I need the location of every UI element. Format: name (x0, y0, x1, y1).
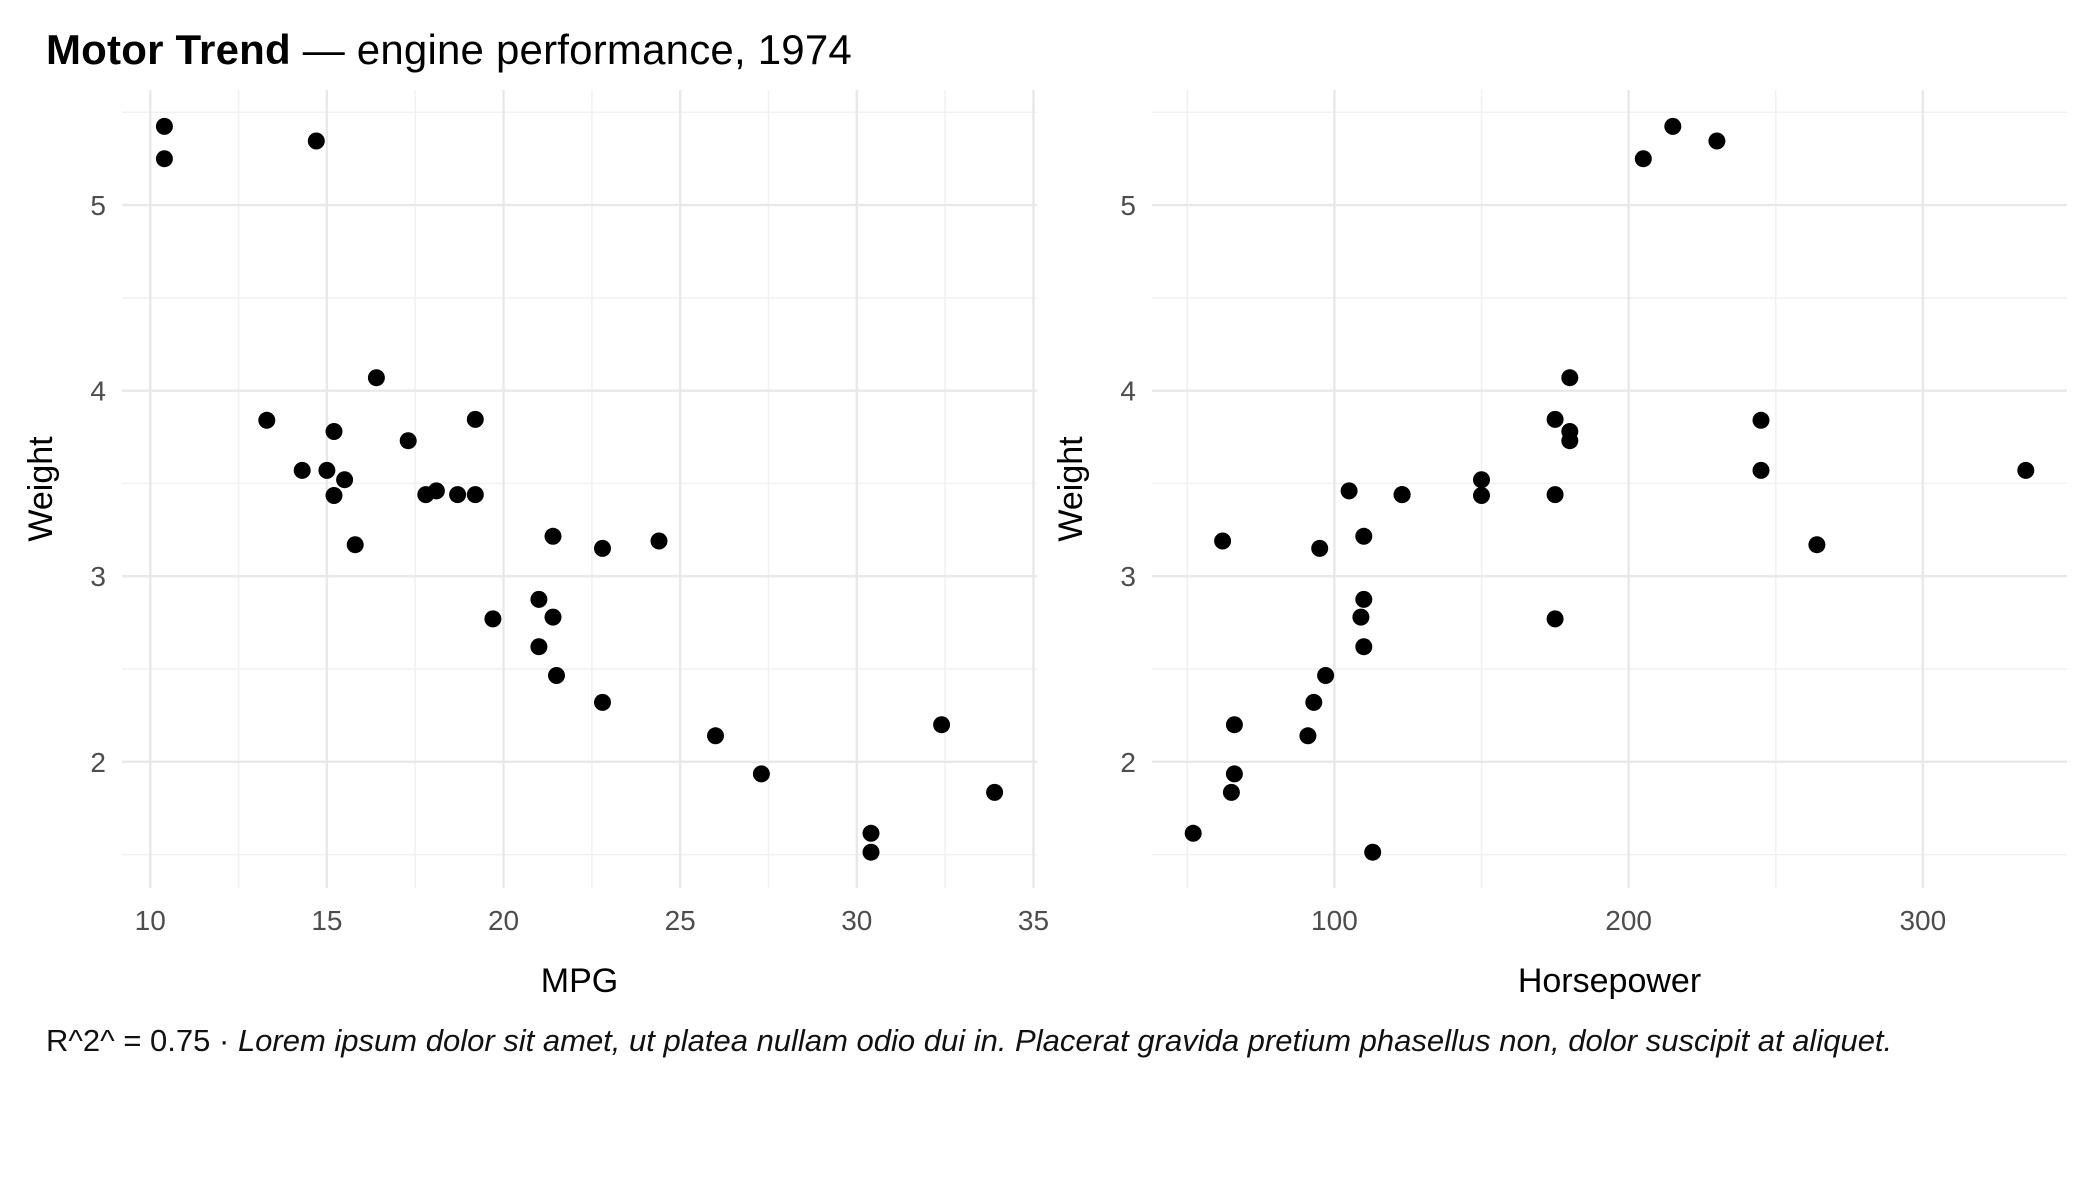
data-point (862, 843, 880, 861)
figure-title-rest: — engine performance, 1974 (290, 26, 852, 73)
data-point (466, 410, 484, 428)
data-point (1222, 783, 1240, 801)
data-point (1352, 608, 1370, 626)
data-point (1752, 411, 1770, 429)
data-point (1808, 536, 1826, 554)
x-tick-label: 100 (1311, 905, 1358, 936)
data-point (862, 824, 880, 842)
data-point (325, 487, 343, 504)
y-axis-title: Weight (22, 436, 60, 542)
data-point (155, 150, 173, 168)
data-point (1214, 532, 1232, 550)
y-tick-label: 5 (1120, 190, 1136, 221)
data-point (449, 486, 467, 504)
data-point (1634, 150, 1652, 168)
figure-title: Motor Trend — engine performance, 1974 (0, 0, 2100, 74)
data-point (548, 667, 565, 684)
data-point (707, 727, 724, 745)
data-point (2017, 461, 2035, 479)
data-point (1664, 117, 1682, 135)
x-tick-label: 20 (488, 905, 519, 936)
data-point (1317, 667, 1335, 684)
data-point (530, 638, 548, 656)
figure-caption: R^2^ = 0.75 · Lorem ipsum dolor sit amet… (0, 1015, 1926, 1063)
data-point (1546, 610, 1564, 628)
data-point (1546, 486, 1564, 504)
scatter-plot-horsepower-weight-svg: 100 200 300 2 3 4 5 Horsepower Weight (1052, 90, 2067, 1000)
data-point (1393, 486, 1411, 504)
data-point (155, 117, 173, 135)
x-tick-label: 300 (1899, 905, 1946, 936)
data-point (594, 539, 611, 557)
scatter-plot-mpg-weight-svg: 10 15 20 25 30 35 2 3 4 5 MPG Weight (22, 90, 1049, 1000)
data-point (1311, 539, 1329, 557)
data-point (466, 486, 484, 504)
scatter-plot-mpg-weight: 10 15 20 25 30 35 2 3 4 5 MPG Weight (22, 80, 1052, 1015)
charts-row: 10 15 20 25 30 35 2 3 4 5 MPG Weight 100 200 300 2 3 4 5 H… (0, 74, 2100, 1015)
data-point (1752, 461, 1770, 479)
x-tick-label: 25 (665, 905, 696, 936)
data-point (318, 461, 336, 479)
data-point (346, 536, 364, 554)
data-point (1708, 132, 1726, 150)
data-point (1546, 410, 1564, 428)
data-point (1355, 527, 1373, 545)
data-point (258, 411, 276, 429)
y-tick-label: 3 (1120, 561, 1136, 592)
x-axis-title: MPG (541, 962, 618, 1000)
data-point (1184, 824, 1202, 842)
y-tick-label: 4 (1120, 376, 1136, 407)
data-point (367, 369, 385, 387)
data-point (1473, 487, 1490, 504)
data-point (325, 423, 343, 440)
y-tick-label: 3 (90, 561, 106, 592)
data-point (544, 527, 562, 545)
data-point (336, 471, 354, 489)
data-point (544, 608, 562, 626)
data-point (399, 432, 417, 450)
data-point (1364, 843, 1382, 861)
data-point (594, 693, 611, 711)
data-point (650, 532, 668, 550)
scatter-plot-horsepower-weight: 100 200 300 2 3 4 5 Horsepower Weight (1052, 80, 2082, 1015)
caption-stat: R^2^ = 0.75 · (46, 1023, 238, 1058)
data-point (293, 461, 311, 479)
data-point (530, 590, 548, 608)
x-axis-title: Horsepower (1518, 962, 1701, 1000)
figure-title-bold: Motor Trend (46, 26, 291, 73)
caption-note: Lorem ipsum dolor sit amet, ut platea nu… (237, 1023, 1893, 1058)
data-point (1561, 423, 1579, 440)
data-point (307, 132, 325, 150)
y-tick-label: 2 (1120, 747, 1136, 778)
x-tick-label: 10 (135, 905, 166, 936)
data-point (1355, 590, 1373, 608)
data-point (1355, 638, 1373, 656)
data-point (1473, 471, 1490, 489)
data-point (933, 716, 951, 734)
x-tick-label: 35 (1018, 905, 1049, 936)
data-point (484, 610, 502, 628)
x-tick-label: 30 (841, 905, 872, 936)
x-tick-label: 15 (311, 905, 342, 936)
data-point (1340, 482, 1358, 500)
data-point (986, 783, 1004, 801)
y-tick-label: 5 (90, 190, 106, 221)
x-tick-label: 200 (1605, 905, 1652, 936)
data-point (752, 765, 770, 783)
y-axis-title: Weight (1052, 436, 1090, 542)
data-point (1305, 693, 1323, 711)
y-tick-label: 2 (90, 747, 106, 778)
data-point (1225, 765, 1243, 783)
data-point (1561, 369, 1579, 387)
y-tick-label: 4 (90, 376, 106, 407)
data-point (417, 486, 435, 504)
data-point (1299, 727, 1317, 745)
data-point (1225, 716, 1243, 734)
